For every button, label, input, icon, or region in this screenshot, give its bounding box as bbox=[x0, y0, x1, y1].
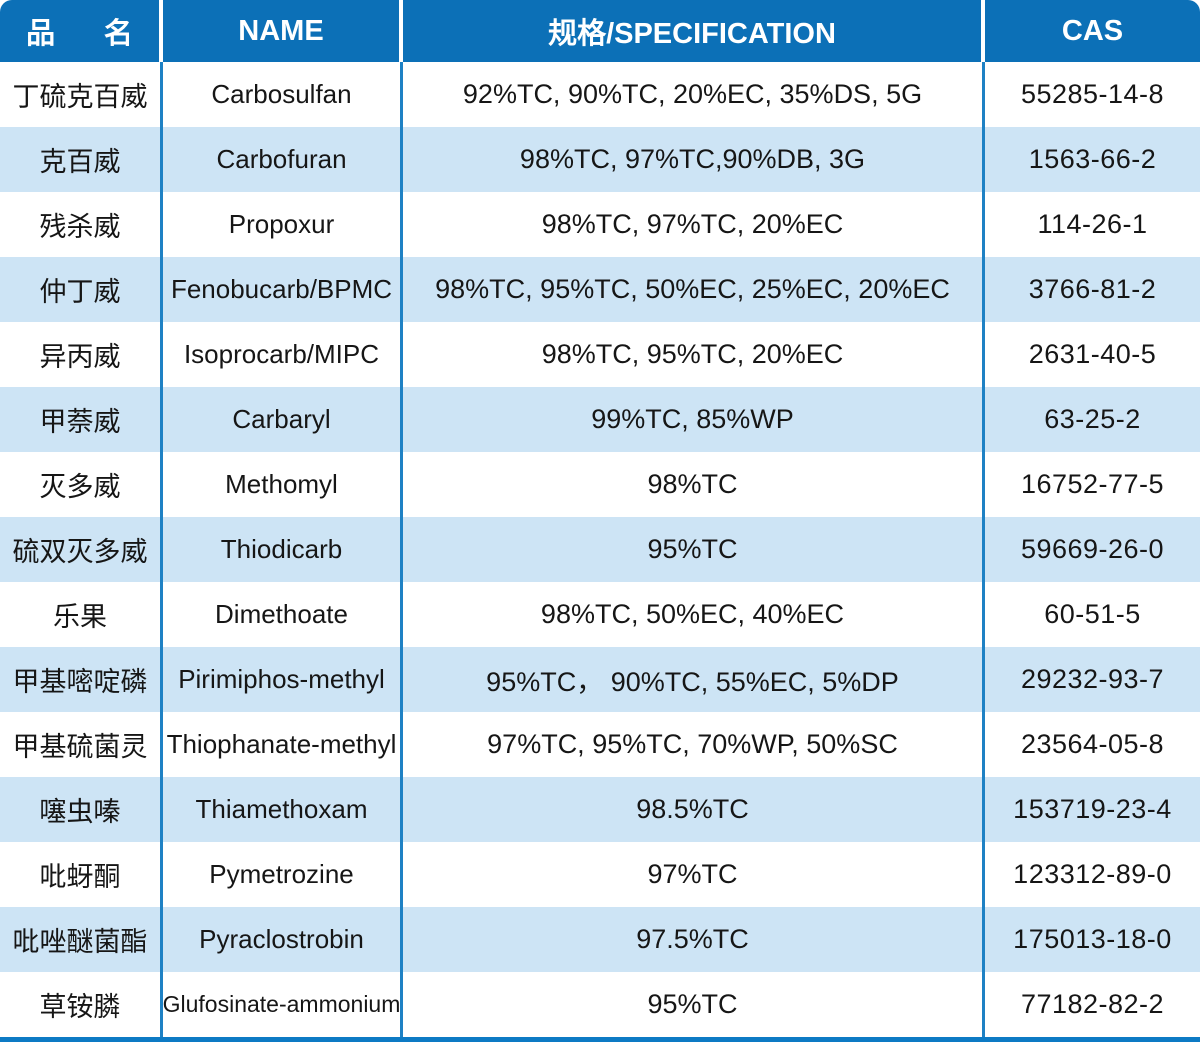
cell-specification: 92%TC, 90%TC, 20%EC, 35%DS, 5G bbox=[403, 62, 985, 127]
cell-specification: 98.5%TC bbox=[403, 777, 985, 842]
cell-cas-number: 3766-81-2 bbox=[985, 257, 1200, 322]
cell-cas-number: 175013-18-0 bbox=[985, 907, 1200, 972]
cell-english-name: Fenobucarb/BPMC bbox=[163, 257, 403, 322]
cell-chinese-name: 异丙威 bbox=[0, 322, 163, 387]
cell-chinese-name: 吡唑醚菌酯 bbox=[0, 907, 163, 972]
table-row: 吡蚜酮 Pymetrozine 97%TC 123312-89-0 bbox=[0, 842, 1200, 907]
cell-chinese-name: 丁硫克百威 bbox=[0, 62, 163, 127]
table-row: 异丙威 Isoprocarb/MIPC 98%TC, 95%TC, 20%EC … bbox=[0, 322, 1200, 387]
cell-cas-number: 153719-23-4 bbox=[985, 777, 1200, 842]
header-specification: 规格/SPECIFICATION bbox=[403, 0, 985, 62]
header-name: NAME bbox=[163, 0, 403, 62]
cell-chinese-name: 甲基嘧啶磷 bbox=[0, 647, 163, 712]
header-cas: CAS bbox=[985, 0, 1200, 62]
cell-english-name: Dimethoate bbox=[163, 582, 403, 647]
cell-cas-number: 63-25-2 bbox=[985, 387, 1200, 452]
cell-chinese-name: 仲丁威 bbox=[0, 257, 163, 322]
cell-chinese-name: 噻虫嗪 bbox=[0, 777, 163, 842]
cell-cas-number: 114-26-1 bbox=[985, 192, 1200, 257]
cell-english-name: Pyraclostrobin bbox=[163, 907, 403, 972]
cell-specification: 98%TC, 95%TC, 50%EC, 25%EC, 20%EC bbox=[403, 257, 985, 322]
table-row: 甲基硫菌灵 Thiophanate-methyl 97%TC, 95%TC, 7… bbox=[0, 712, 1200, 777]
cell-specification: 98%TC, 95%TC, 20%EC bbox=[403, 322, 985, 387]
cell-english-name: Thiodicarb bbox=[163, 517, 403, 582]
table-row: 丁硫克百威 Carbosulfan 92%TC, 90%TC, 20%EC, 3… bbox=[0, 62, 1200, 127]
cell-english-name: Pymetrozine bbox=[163, 842, 403, 907]
table-body: 丁硫克百威 Carbosulfan 92%TC, 90%TC, 20%EC, 3… bbox=[0, 62, 1200, 1037]
cell-chinese-name: 甲萘威 bbox=[0, 387, 163, 452]
cell-chinese-name: 残杀威 bbox=[0, 192, 163, 257]
table-row: 仲丁威 Fenobucarb/BPMC 98%TC, 95%TC, 50%EC,… bbox=[0, 257, 1200, 322]
cell-chinese-name: 硫双灭多威 bbox=[0, 517, 163, 582]
cell-specification: 97.5%TC bbox=[403, 907, 985, 972]
cell-cas-number: 1563-66-2 bbox=[985, 127, 1200, 192]
cell-specification: 99%TC, 85%WP bbox=[403, 387, 985, 452]
cell-cas-number: 55285-14-8 bbox=[985, 62, 1200, 127]
cell-chinese-name: 克百威 bbox=[0, 127, 163, 192]
cell-cas-number: 123312-89-0 bbox=[985, 842, 1200, 907]
table-bottom-border bbox=[0, 1037, 1200, 1042]
cell-english-name: Carbaryl bbox=[163, 387, 403, 452]
cell-cas-number: 77182-82-2 bbox=[985, 972, 1200, 1037]
header-product-name-cn: 品 名 bbox=[0, 0, 163, 62]
cell-english-name: Carbofuran bbox=[163, 127, 403, 192]
table-row: 草铵膦 Glufosinate-ammonium 95%TC 77182-82-… bbox=[0, 972, 1200, 1037]
cell-cas-number: 23564-05-8 bbox=[985, 712, 1200, 777]
cell-chinese-name: 灭多威 bbox=[0, 452, 163, 517]
table-row: 硫双灭多威 Thiodicarb 95%TC 59669-26-0 bbox=[0, 517, 1200, 582]
table-row: 甲基嘧啶磷 Pirimiphos-methyl 95%TC， 90%TC, 55… bbox=[0, 647, 1200, 712]
cell-english-name: Carbosulfan bbox=[163, 62, 403, 127]
table-row: 乐果 Dimethoate 98%TC, 50%EC, 40%EC 60-51-… bbox=[0, 582, 1200, 647]
cell-specification: 95%TC， 90%TC, 55%EC, 5%DP bbox=[403, 647, 985, 712]
cell-cas-number: 59669-26-0 bbox=[985, 517, 1200, 582]
table-row: 甲萘威 Carbaryl 99%TC, 85%WP 63-25-2 bbox=[0, 387, 1200, 452]
cell-english-name: Isoprocarb/MIPC bbox=[163, 322, 403, 387]
cell-specification: 97%TC bbox=[403, 842, 985, 907]
table-header: 品 名 NAME 规格/SPECIFICATION CAS bbox=[0, 0, 1200, 62]
cell-english-name: Thiophanate-methyl bbox=[163, 712, 403, 777]
cell-specification: 97%TC, 95%TC, 70%WP, 50%SC bbox=[403, 712, 985, 777]
cell-specification: 98%TC, 97%TC, 20%EC bbox=[403, 192, 985, 257]
cell-cas-number: 2631-40-5 bbox=[985, 322, 1200, 387]
table-row: 克百威 Carbofuran 98%TC, 97%TC,90%DB, 3G 15… bbox=[0, 127, 1200, 192]
cell-cas-number: 29232-93-7 bbox=[985, 647, 1200, 712]
cell-cas-number: 16752-77-5 bbox=[985, 452, 1200, 517]
cell-chinese-name: 甲基硫菌灵 bbox=[0, 712, 163, 777]
cell-english-name: Thiamethoxam bbox=[163, 777, 403, 842]
table-row: 残杀威 Propoxur 98%TC, 97%TC, 20%EC 114-26-… bbox=[0, 192, 1200, 257]
table-row: 噻虫嗪 Thiamethoxam 98.5%TC 153719-23-4 bbox=[0, 777, 1200, 842]
cell-chinese-name: 吡蚜酮 bbox=[0, 842, 163, 907]
cell-chinese-name: 乐果 bbox=[0, 582, 163, 647]
cell-english-name: Methomyl bbox=[163, 452, 403, 517]
cell-english-name: Propoxur bbox=[163, 192, 403, 257]
table-row: 吡唑醚菌酯 Pyraclostrobin 97.5%TC 175013-18-0 bbox=[0, 907, 1200, 972]
cell-cas-number: 60-51-5 bbox=[985, 582, 1200, 647]
cell-specification: 98%TC bbox=[403, 452, 985, 517]
cell-chinese-name: 草铵膦 bbox=[0, 972, 163, 1037]
cell-specification: 95%TC bbox=[403, 972, 985, 1037]
table-row: 灭多威 Methomyl 98%TC 16752-77-5 bbox=[0, 452, 1200, 517]
cell-english-name: Glufosinate-ammonium bbox=[163, 972, 403, 1037]
cell-specification: 98%TC, 97%TC,90%DB, 3G bbox=[403, 127, 985, 192]
cell-english-name: Pirimiphos-methyl bbox=[163, 647, 403, 712]
cell-specification: 95%TC bbox=[403, 517, 985, 582]
cell-specification: 98%TC, 50%EC, 40%EC bbox=[403, 582, 985, 647]
